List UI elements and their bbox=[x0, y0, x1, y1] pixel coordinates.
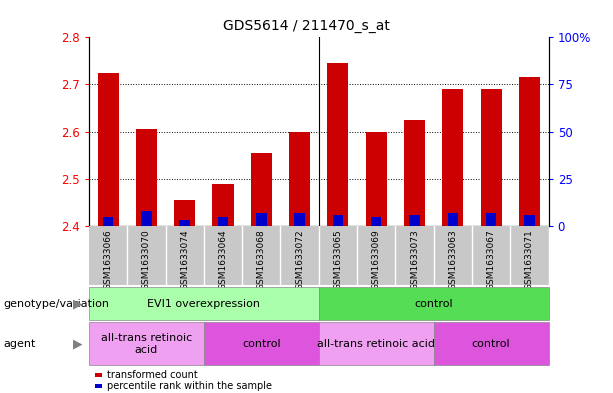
Text: GSM1633072: GSM1633072 bbox=[295, 229, 304, 290]
Text: GSM1633074: GSM1633074 bbox=[180, 229, 189, 290]
Bar bbox=[251, 153, 272, 226]
Bar bbox=[213, 184, 234, 226]
Bar bbox=[524, 215, 535, 226]
Text: genotype/variation: genotype/variation bbox=[3, 299, 109, 309]
Text: GSM1633069: GSM1633069 bbox=[371, 229, 381, 290]
Bar bbox=[327, 63, 348, 226]
Bar bbox=[256, 213, 267, 226]
Text: GSM1633070: GSM1633070 bbox=[142, 229, 151, 290]
Text: ▶: ▶ bbox=[73, 337, 83, 351]
Text: control: control bbox=[242, 339, 281, 349]
Text: percentile rank within the sample: percentile rank within the sample bbox=[107, 381, 272, 391]
Text: GSM1633064: GSM1633064 bbox=[218, 229, 227, 290]
Text: GDS5614 / 211470_s_at: GDS5614 / 211470_s_at bbox=[223, 19, 390, 33]
Text: all-trans retinoic
acid: all-trans retinoic acid bbox=[101, 333, 192, 354]
Text: transformed count: transformed count bbox=[107, 370, 198, 380]
Bar bbox=[103, 217, 113, 226]
Bar bbox=[519, 77, 540, 226]
Bar bbox=[366, 132, 387, 226]
Bar bbox=[180, 220, 190, 226]
Text: GSM1633066: GSM1633066 bbox=[104, 229, 113, 290]
Text: GSM1633067: GSM1633067 bbox=[487, 229, 496, 290]
Bar bbox=[443, 89, 463, 226]
Text: agent: agent bbox=[3, 339, 36, 349]
Bar bbox=[481, 89, 501, 226]
Text: control: control bbox=[472, 339, 511, 349]
Text: all-trans retinoic acid: all-trans retinoic acid bbox=[318, 339, 435, 349]
Bar bbox=[289, 132, 310, 226]
Bar bbox=[486, 213, 497, 226]
Bar bbox=[294, 213, 305, 226]
Text: EVI1 overexpression: EVI1 overexpression bbox=[147, 299, 261, 309]
Bar bbox=[174, 200, 195, 226]
Bar bbox=[447, 213, 458, 226]
Text: GSM1633071: GSM1633071 bbox=[525, 229, 534, 290]
Bar bbox=[136, 129, 157, 226]
Bar bbox=[404, 120, 425, 226]
Text: GSM1633068: GSM1633068 bbox=[257, 229, 266, 290]
Bar bbox=[333, 215, 343, 226]
Bar bbox=[141, 211, 151, 226]
Text: GSM1633073: GSM1633073 bbox=[410, 229, 419, 290]
Bar bbox=[97, 73, 118, 226]
Text: control: control bbox=[414, 299, 453, 309]
Bar bbox=[218, 217, 228, 226]
Text: GSM1633065: GSM1633065 bbox=[333, 229, 343, 290]
Text: ▶: ▶ bbox=[73, 297, 83, 310]
Text: GSM1633063: GSM1633063 bbox=[448, 229, 457, 290]
Bar bbox=[371, 217, 381, 226]
Bar bbox=[409, 215, 420, 226]
